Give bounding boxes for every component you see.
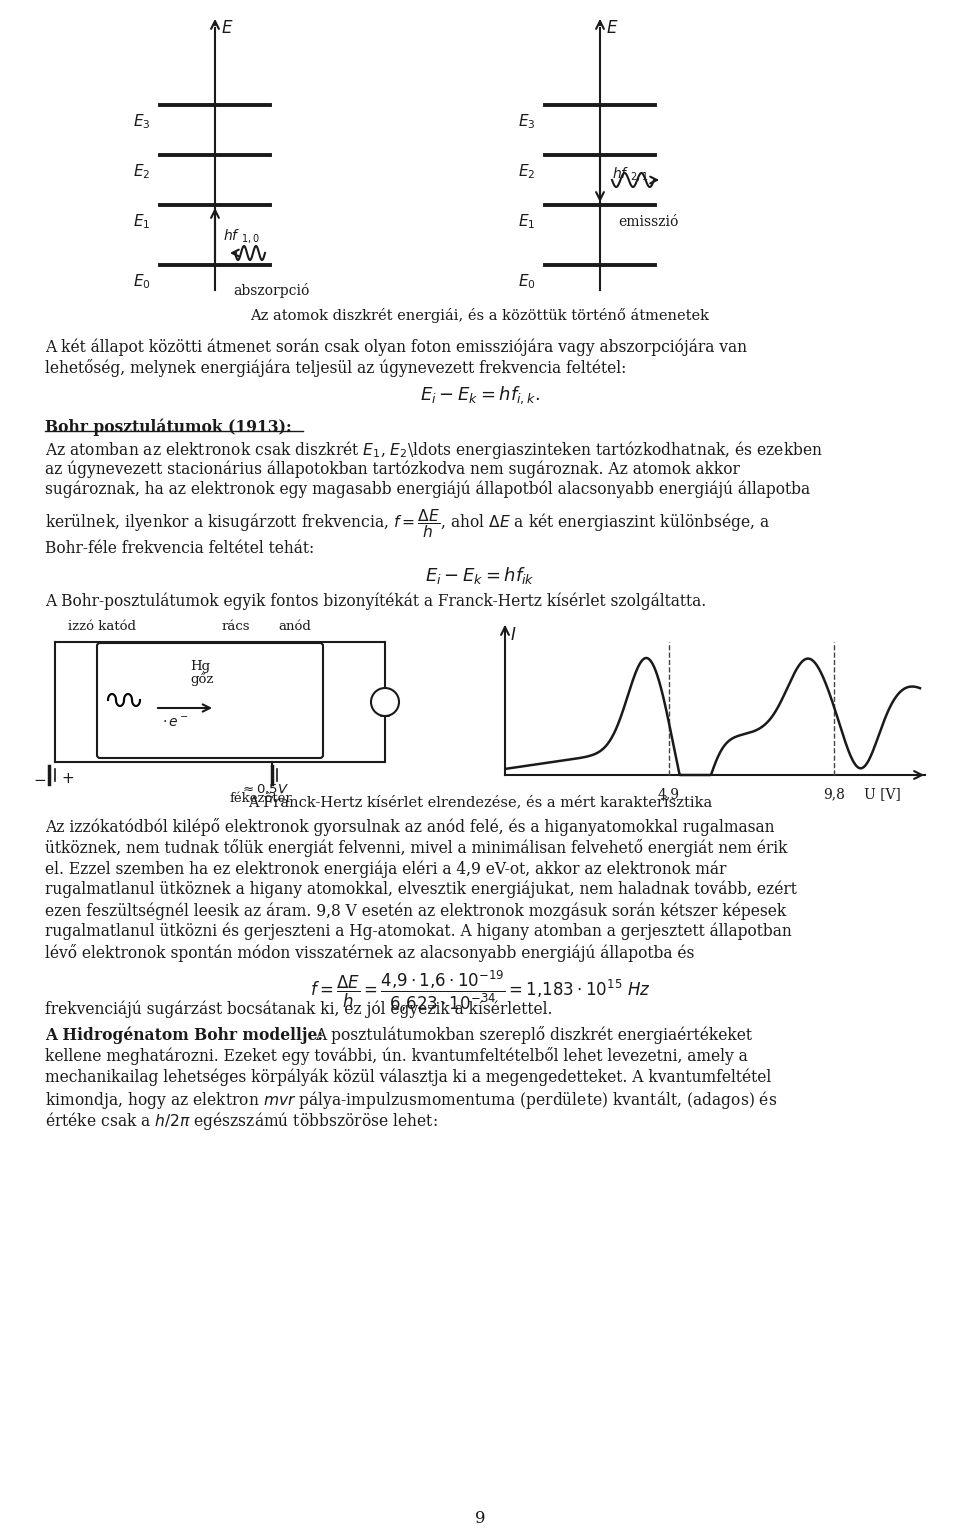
Text: $E_3$: $E_3$	[133, 112, 151, 131]
Text: $hf\ _{1,0}$: $hf\ _{1,0}$	[223, 228, 260, 245]
Circle shape	[371, 687, 399, 717]
Text: gőz: gőz	[190, 674, 213, 686]
Text: el. Ezzel szemben ha ez elektronok energiája eléri a 4,9 eV-ot, akkor az elektro: el. Ezzel szemben ha ez elektronok energ…	[45, 860, 727, 878]
Text: Hg: Hg	[190, 660, 210, 674]
Text: rugalmatlanul ütköznek a higany atomokkal, elvesztik energiájukat, nem haladnak : rugalmatlanul ütköznek a higany atomokka…	[45, 881, 797, 898]
Text: anód: anód	[278, 620, 311, 634]
Text: Az atomok diszkrét energiái, és a közöttük történő átmenetek: Az atomok diszkrét energiái, és a között…	[251, 308, 709, 323]
Text: abszorpció: abszorpció	[233, 283, 309, 298]
Text: $E_0$: $E_0$	[133, 272, 151, 291]
Text: lévő elektronok spontán módon visszatérnek az alacsonyabb energiájú állapotba és: lévő elektronok spontán módon visszatérn…	[45, 944, 694, 961]
Text: A Hidrogénatom Bohr modellje:: A Hidrogénatom Bohr modellje:	[45, 1026, 328, 1043]
Text: Az izzókatódból kilépő elektronok gyorsulnak az anód felé, és a higanyatomokkal : Az izzókatódból kilépő elektronok gyorsu…	[45, 818, 775, 837]
Text: A Bohr-posztulátumok egyik fontos bizonyítékát a Franck-Hertz kísérlet szolgálta: A Bohr-posztulátumok egyik fontos bizony…	[45, 594, 707, 611]
Text: $E_0$: $E_0$	[518, 272, 536, 291]
Text: $E_i - E_k = hf_{ik}$: $E_i - E_k = hf_{ik}$	[425, 564, 535, 586]
Text: A Franck-Hertz kísérlet elrendezése, és a mért karakterisztika: A Franck-Hertz kísérlet elrendezése, és …	[248, 795, 712, 809]
Text: $E_2$: $E_2$	[518, 161, 536, 180]
Text: A: A	[380, 707, 390, 720]
Text: $+$: $+$	[61, 772, 74, 786]
Text: fékezőtér: fékezőtér	[230, 792, 293, 804]
Text: $E_3$: $E_3$	[518, 112, 536, 131]
Text: $f = \dfrac{\Delta E}{h} = \dfrac{4{,}9 \cdot 1{,}6 \cdot 10^{-19}}{6{,}623 \cdo: $f = \dfrac{\Delta E}{h} = \dfrac{4{,}9 …	[309, 969, 651, 1015]
Text: $hf\ _{2,1}$: $hf\ _{2,1}$	[612, 165, 649, 183]
Text: emisszió: emisszió	[618, 215, 679, 229]
Text: Az atomban az elektronok csak diszkrét $E_1$, $E_2$\ldots energiaszinteken tartó: Az atomban az elektronok csak diszkrét $…	[45, 438, 823, 461]
Text: rugalmatlanul ütközni és gerjeszteni a Hg-atomokat. A higany atomban a gerjeszte: rugalmatlanul ütközni és gerjeszteni a H…	[45, 923, 792, 941]
Text: $E_i - E_k = hf_{i,k}.$: $E_i - E_k = hf_{i,k}.$	[420, 384, 540, 406]
Text: izzó katód: izzó katód	[68, 620, 136, 634]
Text: kellene meghatározni. Ezeket egy további, ún. kvantumfeltételből lehet levezetni: kellene meghatározni. Ezeket egy további…	[45, 1047, 748, 1064]
Text: A két állapot közötti átmenet során csak olyan foton emissziójára vagy abszorpci: A két állapot közötti átmenet során csak…	[45, 338, 747, 355]
Text: $E_1$: $E_1$	[133, 212, 151, 231]
Text: kerülnek, ilyenkor a kisugárzott frekvencia, $f = \dfrac{\Delta E}{h}$, ahol $\D: kerülnek, ilyenkor a kisugárzott frekven…	[45, 508, 770, 540]
Text: rács: rács	[222, 620, 251, 634]
Text: frekvenciájú sugárzást bocsátanak ki, ez jól egyezik a kísérlettel.: frekvenciájú sugárzást bocsátanak ki, ez…	[45, 1001, 553, 1018]
Text: U [V]: U [V]	[864, 787, 900, 801]
Text: az úgynevezett stacionárius állapotokban tartózkodva nem sugároznak. Az atomok a: az úgynevezett stacionárius állapotokban…	[45, 460, 740, 477]
Text: kimondja, hogy az elektron $mvr$ pálya-impulzusmomentuma (perdülete) kvantált, (: kimondja, hogy az elektron $mvr$ pálya-i…	[45, 1089, 778, 1110]
Text: lehetőség, melynek energiájára teljesül az úgynevezett frekvencia feltétel:: lehetőség, melynek energiájára teljesül …	[45, 358, 626, 377]
Text: sugároznak, ha az elektronok egy magasabb energiájú állapotból alacsonyabb energ: sugároznak, ha az elektronok egy magasab…	[45, 481, 810, 498]
Text: 9,8: 9,8	[823, 787, 845, 801]
Text: 4,9: 4,9	[658, 787, 680, 801]
Text: ezen feszültségnél leesik az áram. 9,8 V esetén az elektronok mozgásuk során két: ezen feszültségnél leesik az áram. 9,8 V…	[45, 901, 786, 920]
Text: $E$: $E$	[606, 20, 618, 37]
Text: $E_2$: $E_2$	[133, 161, 151, 180]
Text: ütköznek, nem tudnak tőlük energiát felvenni, mivel a minimálisan felvehető ener: ütköznek, nem tudnak tőlük energiát felv…	[45, 840, 787, 857]
Text: Bohr-féle frekvencia feltétel tehát:: Bohr-féle frekvencia feltétel tehát:	[45, 540, 314, 557]
Text: $E_1$: $E_1$	[518, 212, 536, 231]
Text: 9: 9	[475, 1510, 485, 1527]
Text: $E$: $E$	[221, 20, 233, 37]
FancyBboxPatch shape	[97, 643, 323, 758]
Text: $I$: $I$	[510, 628, 516, 644]
Text: értéke csak a $h/2\pi$ egészszámú többszöröse lehet:: értéke csak a $h/2\pi$ egészszámú többsz…	[45, 1110, 438, 1132]
Text: $-$: $-$	[33, 772, 46, 786]
Text: $\approx 0{,}5V$: $\approx 0{,}5V$	[240, 781, 289, 797]
Text: $\cdot\, e^-$: $\cdot\, e^-$	[162, 717, 189, 731]
Text: mechanikailag lehetséges körpályák közül választja ki a megengedetteket. A kvant: mechanikailag lehetséges körpályák közül…	[45, 1067, 771, 1086]
Text: A posztulátumokban szereplő diszkrét energiaértékeket: A posztulátumokban szereplő diszkrét ene…	[315, 1026, 752, 1044]
Text: Bohr posztulátumok (1913):: Bohr posztulátumok (1913):	[45, 418, 292, 435]
